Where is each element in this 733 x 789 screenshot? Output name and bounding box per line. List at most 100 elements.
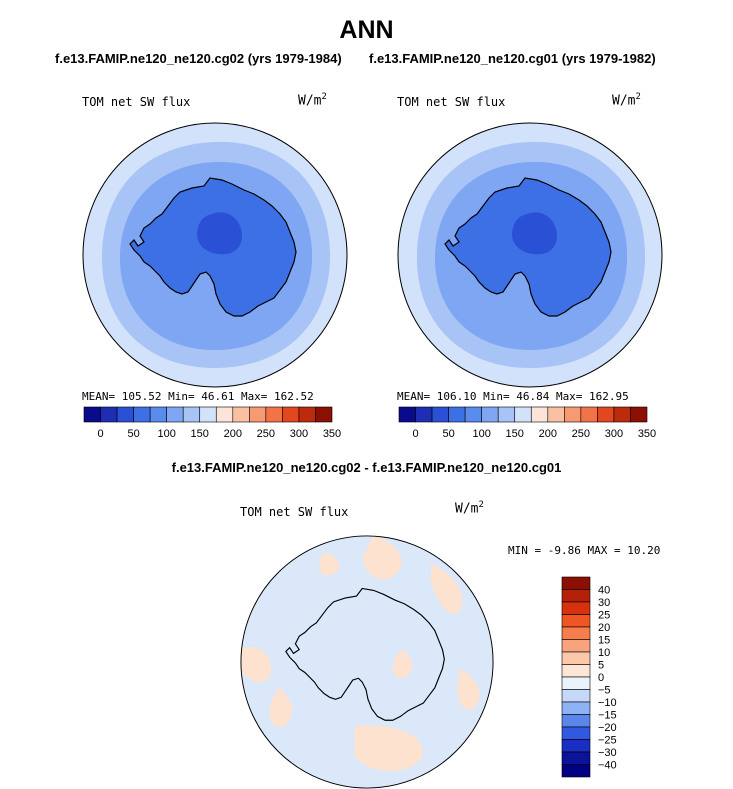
colorbar-tick-label: 350: [323, 428, 341, 440]
colorbar-box: [561, 576, 591, 590]
colorbar-tick-label: 5: [598, 660, 604, 672]
colorbar-box: [133, 406, 151, 423]
colorbar-box: [116, 406, 134, 423]
colorbar-tick-label: 100: [472, 428, 490, 440]
colorbar-box: [561, 639, 591, 653]
colorbar-tick-label: −10: [598, 697, 617, 709]
colorbar-tick-label: 250: [572, 428, 590, 440]
colorbar-tick-label: −20: [598, 722, 617, 734]
colorbar-box: [561, 601, 591, 615]
map-region-positive-patch: [269, 687, 293, 728]
colorbar-tick-label: −40: [598, 760, 617, 772]
colorbar-box: [464, 406, 482, 423]
colorbar-box: [597, 406, 615, 423]
colorbar-tick-label: 150: [506, 428, 524, 440]
colorbar-box: [514, 406, 532, 423]
colorbar-tick-label: 0: [598, 672, 604, 684]
map-coastline: [444, 177, 612, 317]
colorbar-box: [561, 664, 591, 678]
colorbar-tick-label: −30: [598, 747, 617, 759]
panel2-label: TOM net SW flux: [397, 95, 506, 109]
colorbar-box: [265, 406, 283, 423]
colorbar-tick-label: 20: [598, 622, 610, 634]
panel2-map: open ocean, low latitudes: 150Southern O…: [397, 122, 663, 388]
colorbar-box: [561, 589, 591, 603]
panel2-colorbar: 0 50 100 150 200 250 300 350: [398, 406, 656, 440]
panel1-units-base: W/m: [298, 93, 322, 109]
colorbar-box: [561, 739, 591, 753]
map-region-east-antarctic-plateau: East Antarctic plateau: 47: [196, 212, 242, 255]
panel1-label: TOM net SW flux: [82, 95, 191, 109]
colorbar-tick-label: 0: [412, 428, 418, 440]
colorbar-box: [564, 406, 582, 423]
colorbar-box: [100, 406, 118, 423]
map-boundary: [397, 122, 663, 388]
map-region-east-antarctic-plateau: East Antarctic plateau: 47: [511, 212, 557, 255]
colorbar-box: [630, 406, 648, 423]
colorbar-tick-label: −25: [598, 735, 617, 747]
colorbar-tick-label: 200: [539, 428, 557, 440]
map-boundary: [82, 122, 348, 388]
colorbar-tick-label: 250: [257, 428, 275, 440]
case1-title: f.e13.FAMIP.ne120_ne120.cg02 (yrs 1979-1…: [55, 51, 342, 66]
panel2-units-base: W/m: [612, 93, 636, 109]
panel3-units-sup: 2: [478, 500, 484, 510]
map-region-positive-patch: [430, 563, 463, 614]
map-region-positive-patch: scattered ocean patches: 2: [362, 535, 402, 580]
map-region-positive-patch: [319, 552, 340, 576]
map-region-positive-patch: [240, 647, 272, 683]
colorbar-tick-label: 350: [638, 428, 656, 440]
panel3-units-base: W/m: [455, 501, 479, 517]
colorbar-box: [481, 406, 499, 423]
colorbar-tick-label: −5: [598, 685, 611, 697]
colorbar-box: [199, 406, 217, 423]
panel1-colorbar: 0 50 100 150 200 250 300 350: [83, 406, 341, 440]
colorbar-box: [232, 406, 250, 423]
colorbar-tick-label: 150: [191, 428, 209, 440]
panel1-units-sup: 2: [321, 92, 327, 102]
colorbar-box: [561, 676, 591, 690]
colorbar-box: [613, 406, 631, 423]
map-coastline: [285, 587, 445, 721]
colorbar-tick-label: 40: [598, 585, 610, 597]
panel1-stats: MEAN= 105.52 Min= 46.61 Max= 162.52: [82, 390, 314, 403]
map-region-positive-patch: [392, 649, 413, 679]
map-coastline: [129, 177, 297, 317]
map-boundary: [240, 535, 494, 789]
colorbar-tick-label: 30: [598, 597, 610, 609]
colorbar-box: [561, 726, 591, 740]
colorbar-box: [249, 406, 267, 423]
colorbar-tick-label: 50: [442, 428, 454, 440]
colorbar-tick-label: 300: [605, 428, 623, 440]
panel2-units-sup: 2: [635, 92, 641, 102]
colorbar-box: [561, 714, 591, 728]
case2-title: f.e13.FAMIP.ne120_ne120.cg01 (yrs 1979-1…: [369, 51, 656, 66]
colorbar-box: [215, 406, 234, 423]
panel3-map: most of domain: -2scattered ocean patche…: [240, 535, 494, 789]
colorbar-tick-label: 300: [290, 428, 308, 440]
colorbar-box: [182, 406, 201, 423]
colorbar-box: [431, 406, 449, 423]
panel3-label: TOM net SW flux: [240, 505, 349, 519]
colorbar-box: [561, 701, 591, 715]
colorbar-box: [298, 406, 316, 423]
colorbar-box: [166, 406, 184, 423]
colorbar-tick-label: −15: [598, 710, 617, 722]
colorbar-box: [315, 406, 333, 423]
panel2-units: W/m2: [612, 92, 641, 108]
colorbar-box: [561, 764, 591, 778]
colorbar-tick-label: 10: [598, 647, 610, 659]
map-region-positive-patch: [457, 668, 480, 710]
colorbar-box: [561, 651, 591, 665]
colorbar-box: [530, 406, 549, 423]
panel1-units: W/m2: [298, 92, 327, 108]
colorbar-tick-label: 50: [127, 428, 139, 440]
colorbar-tick-label: 15: [598, 635, 610, 647]
colorbar-box: [561, 751, 591, 765]
panel3-units: W/m2: [455, 500, 484, 516]
colorbar-tick-label: 200: [224, 428, 242, 440]
colorbar-tick-label: 0: [97, 428, 103, 440]
colorbar-box: [561, 614, 591, 628]
panel3-stats: MIN = -9.86 MAX = 10.20: [508, 544, 661, 557]
